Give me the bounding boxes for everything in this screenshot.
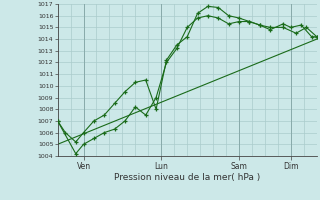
X-axis label: Pression niveau de la mer( hPa ): Pression niveau de la mer( hPa )	[114, 173, 260, 182]
